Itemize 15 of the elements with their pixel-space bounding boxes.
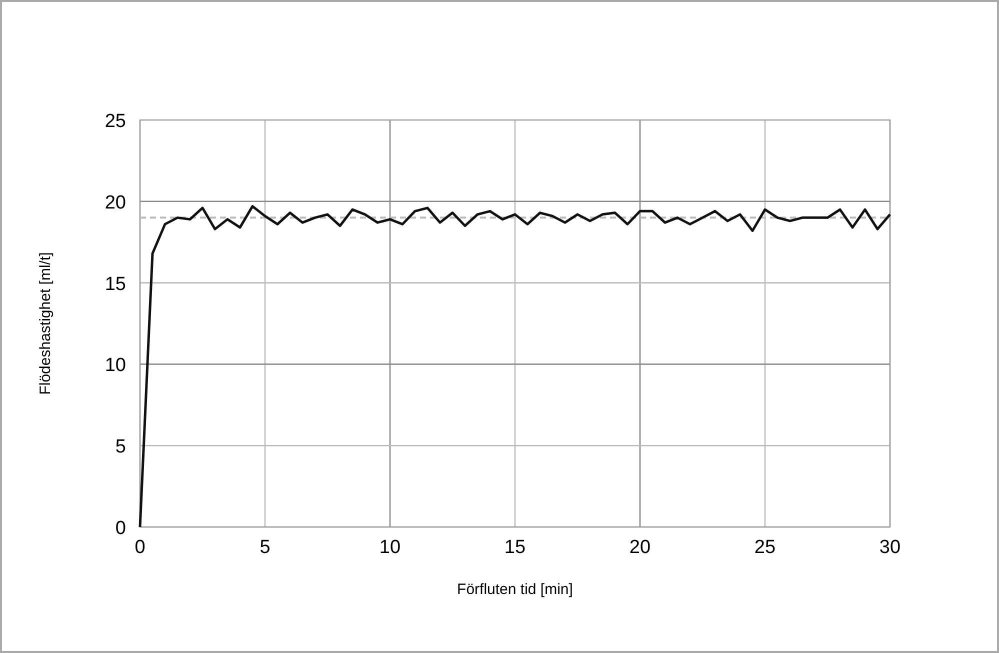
- x-tick-label: 10: [379, 537, 401, 558]
- x-tick-label: 20: [629, 537, 651, 558]
- x-tick-label: 30: [879, 537, 901, 558]
- x-tick-label: 15: [504, 537, 526, 558]
- y-tick-label: 20: [104, 192, 126, 214]
- y-tick-label: 5: [115, 436, 126, 458]
- y-tick-label: 0: [115, 518, 126, 539]
- y-axis-title: Flödeshastighet [ml/t]: [37, 252, 54, 395]
- x-axis-title: Förfluten tid [min]: [457, 581, 573, 598]
- y-tick-label: 15: [104, 274, 126, 295]
- x-tick-label: 25: [754, 537, 776, 558]
- y-tick-label: 25: [104, 111, 126, 132]
- x-tick-label: 0: [134, 537, 146, 558]
- y-tick-label: 10: [104, 355, 126, 376]
- x-tick-label: 5: [260, 537, 270, 558]
